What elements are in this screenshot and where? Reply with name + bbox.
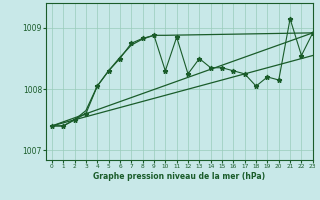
X-axis label: Graphe pression niveau de la mer (hPa): Graphe pression niveau de la mer (hPa) (93, 172, 266, 181)
